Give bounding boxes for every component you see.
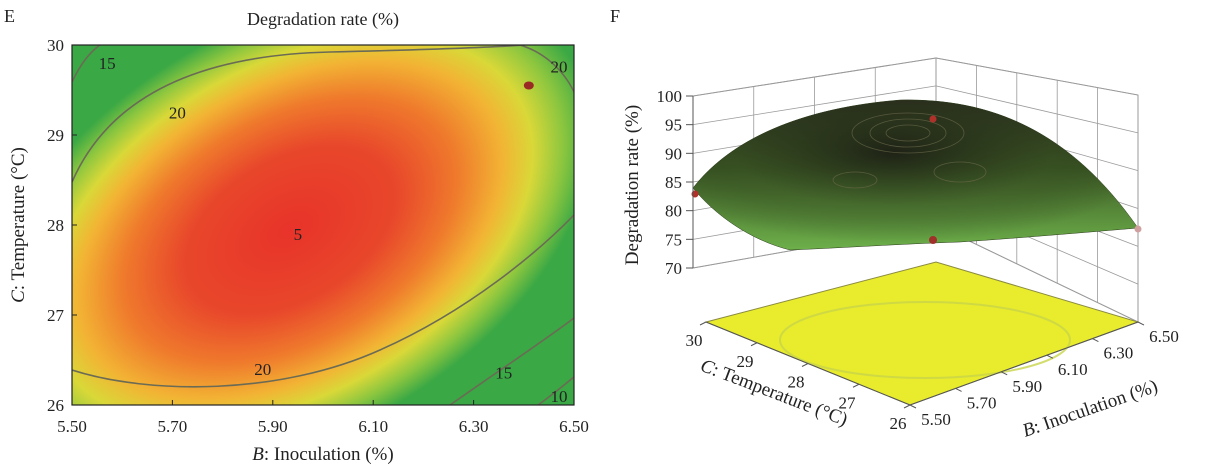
inoculation-tick-mark	[1092, 338, 1099, 343]
x-tick-label: 6.10	[358, 417, 388, 436]
contour-label: 20	[169, 104, 186, 123]
contour-labels: 15 20 20 5 20 15 10	[99, 54, 568, 406]
contour-line-15-bottomright	[449, 317, 574, 405]
y-axis-ticks: 26 27 28 29 30	[47, 36, 77, 415]
temperature-tick-mark	[750, 342, 758, 347]
x-axis-label: B: Inoculation (%)	[252, 444, 393, 465]
contour-plot-panel: E Degradation rate (%) 15 20 20 5 20 15 10 5.5…	[4, 6, 589, 465]
surface-plot-panel: F 70 75 80 85 90 95 100 30	[610, 6, 1179, 442]
z-tick-label: 80	[665, 202, 682, 221]
contour-line-15-topleft	[72, 45, 101, 83]
y-tick-label: 26	[47, 396, 64, 415]
inoculation-tick-mark	[909, 404, 917, 409]
panel-label-f: F	[610, 6, 620, 26]
right-wall-gridline	[935, 85, 1139, 134]
y-tick-label: 29	[47, 126, 64, 145]
temperature-tick-label: 28	[788, 373, 805, 392]
temperature-tick-label: 29	[737, 352, 754, 371]
contour-label: 10	[550, 387, 567, 406]
contour-heatmap	[72, 45, 574, 405]
contour-label: 15	[495, 364, 512, 383]
x-tick-label: 6.50	[559, 417, 589, 436]
inoculation-tick-label: 6.50	[1149, 327, 1179, 346]
panel-label-e: E	[4, 6, 15, 26]
contour-label: 5	[294, 225, 303, 244]
contour-label: 20	[550, 58, 567, 77]
temperature-tick-label: 30	[686, 331, 703, 350]
z-axis-ticks: 70 75 80 85 90 95 100	[657, 87, 693, 278]
temperature-tick-label: 26	[890, 414, 907, 433]
y-tick-label: 28	[47, 216, 64, 235]
temperature-tick-mark	[903, 404, 911, 409]
inoculation-tick-mark	[1000, 371, 1008, 376]
z-tick-label: 85	[665, 173, 682, 192]
z-tick-label: 100	[657, 87, 683, 106]
inoculation-axis-ticks: 5.50 5.70 5.90 6.10 6.30 6.50	[909, 321, 1179, 429]
z-tick-label: 70	[665, 259, 682, 278]
inoculation-tick-label: 5.50	[921, 410, 951, 429]
surface-ripples	[832, 112, 987, 189]
inoculation-tick-label: 5.90	[1012, 377, 1042, 396]
design-point	[523, 81, 534, 90]
right-wall-gridline	[935, 57, 1139, 96]
x-tick-label: 5.50	[57, 417, 87, 436]
response-surface-shade	[693, 99, 1138, 250]
temperature-tick-mark	[801, 363, 809, 367]
floor-front-right-edge	[909, 321, 1139, 406]
inoculation-tick-mark	[955, 387, 962, 392]
contour-label: 20	[254, 360, 271, 379]
x-tick-label: 5.90	[258, 417, 288, 436]
inoculation-tick-mark	[1046, 354, 1054, 359]
contour-title: Degradation rate (%)	[247, 9, 399, 30]
inoculation-tick-label: 5.70	[967, 393, 997, 412]
x-tick-label: 6.30	[459, 417, 489, 436]
design-points	[523, 81, 534, 90]
contour-line-10	[537, 376, 574, 405]
y-axis-label: C: Temperature (°C)	[8, 147, 29, 303]
x-axis-ticks: 5.50 5.70 5.90 6.10 6.30 6.50	[57, 400, 589, 436]
inoculation-tick-label: 6.10	[1058, 360, 1088, 379]
temperature-tick-label: 27	[839, 393, 857, 412]
contour-line-20-right	[519, 45, 574, 175]
z-axis-label: Degradation rate (%)	[622, 105, 643, 265]
floor-contour-ring	[779, 301, 1071, 379]
y-tick-label: 27	[47, 306, 65, 325]
z-tick-label: 75	[665, 230, 682, 249]
contour-line-20-top	[72, 45, 526, 183]
y-tick-label: 30	[47, 36, 64, 55]
z-tick-label: 90	[665, 144, 682, 163]
x-tick-label: 5.70	[158, 417, 188, 436]
contour-line-20-bottom	[72, 214, 574, 388]
temperature-tick-mark	[852, 383, 860, 388]
contour-label: 15	[99, 54, 116, 73]
inoculation-tick-label: 6.30	[1104, 344, 1134, 363]
temperature-tick-mark	[699, 321, 707, 326]
z-tick-label: 95	[665, 116, 682, 135]
inoculation-tick-mark	[1137, 321, 1145, 326]
temperature-axis-ticks: 30 29 28 27 26	[686, 321, 911, 433]
